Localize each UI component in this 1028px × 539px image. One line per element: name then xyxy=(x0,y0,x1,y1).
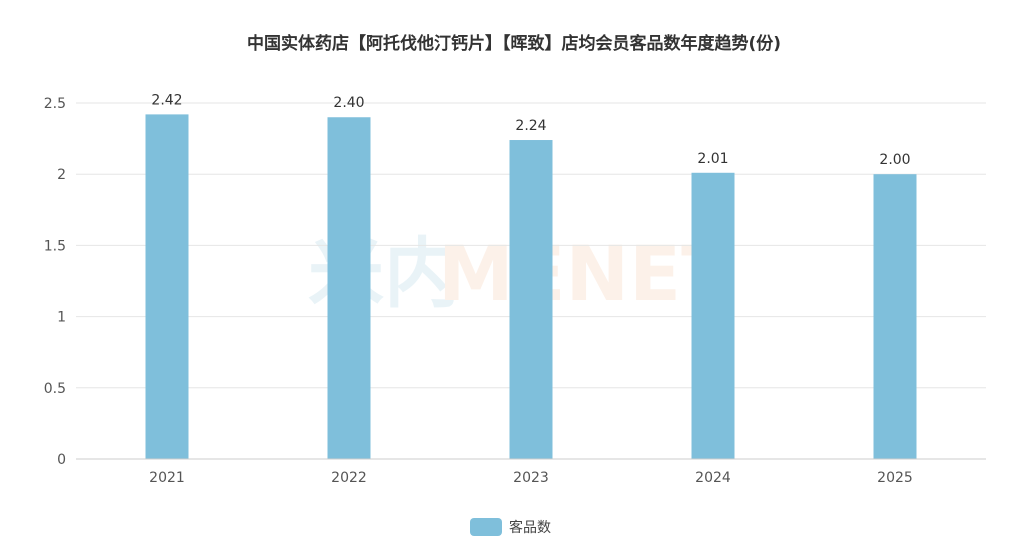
y-tick-label: 1 xyxy=(57,310,66,326)
y-tick-label: 0 xyxy=(57,452,66,468)
x-tick-label: 2022 xyxy=(331,470,367,486)
y-tick-label: 1.5 xyxy=(44,238,66,254)
data-labels: 2.42 2.40 2.24 2.01 2.00 xyxy=(151,92,910,168)
bar[interactable] xyxy=(327,117,371,460)
x-axis-ticks: 2021 2022 2023 2024 2025 xyxy=(149,470,913,486)
data-label: 2.00 xyxy=(879,152,910,168)
x-tick-label: 2023 xyxy=(513,470,549,486)
chart-title: 中国实体药店【阿托伐他汀钙片】【晖致】店均会员客品数年度趋势(份) xyxy=(247,33,781,54)
watermark-logo: 米内 MENET xyxy=(308,229,733,318)
legend[interactable]: 客品数 xyxy=(470,518,551,536)
data-label: 2.40 xyxy=(333,95,364,111)
watermark-en: MENET xyxy=(438,229,733,318)
y-tick-label: 2.5 xyxy=(44,96,66,112)
x-tick-label: 2025 xyxy=(877,470,913,486)
bar[interactable] xyxy=(873,174,917,459)
x-tick-label: 2024 xyxy=(695,470,731,486)
x-tick-label: 2021 xyxy=(149,470,185,486)
y-axis-ticks: 0 0.5 1 1.5 2 2.5 xyxy=(44,96,66,468)
legend-label[interactable]: 客品数 xyxy=(509,519,551,536)
y-tick-label: 0.5 xyxy=(44,381,66,397)
bar[interactable] xyxy=(509,140,553,460)
data-label: 2.42 xyxy=(151,92,182,108)
legend-swatch[interactable] xyxy=(470,518,502,536)
bar[interactable] xyxy=(691,172,735,459)
y-tick-label: 2 xyxy=(57,167,66,183)
data-label: 2.01 xyxy=(697,151,728,167)
bar-series xyxy=(145,114,917,460)
data-label: 2.24 xyxy=(515,118,546,134)
bar[interactable] xyxy=(145,114,189,459)
